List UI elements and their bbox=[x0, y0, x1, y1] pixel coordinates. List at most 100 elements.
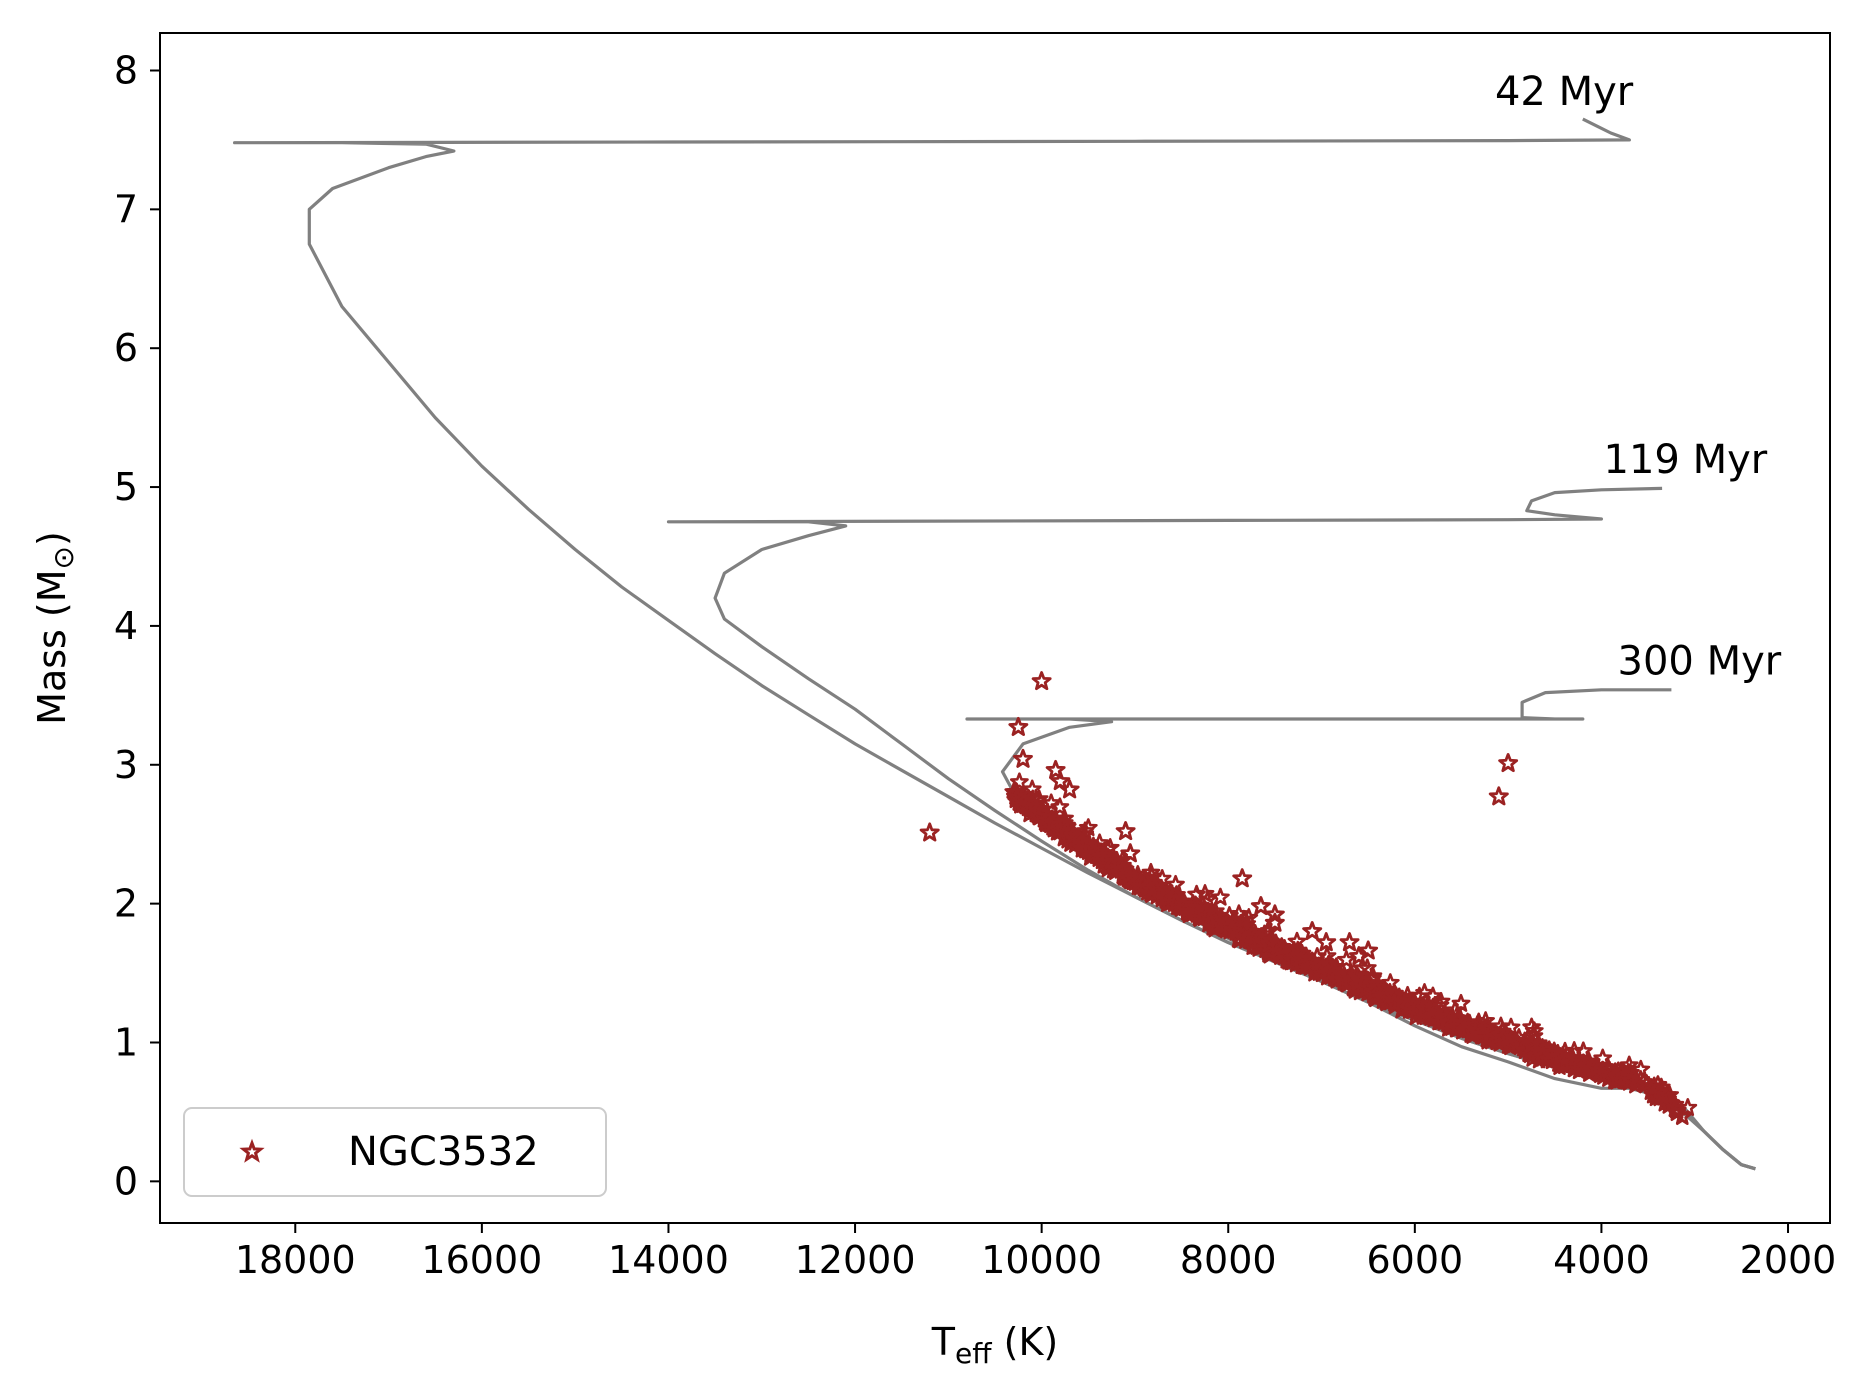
star-point bbox=[1156, 885, 1175, 904]
star-point bbox=[1120, 869, 1140, 888]
star-point bbox=[1041, 793, 1061, 812]
y-tick-label: 7 bbox=[114, 187, 138, 231]
star-point-outlier bbox=[1031, 671, 1052, 691]
star-point-outlier bbox=[1013, 748, 1033, 768]
isochrone-label-42: 42 Myr bbox=[1495, 69, 1634, 115]
star-point-outlier bbox=[919, 822, 940, 842]
star-point bbox=[1643, 1085, 1663, 1104]
star-point-outlier bbox=[1302, 921, 1323, 941]
axis-layer: 18000 16000 14000 12000 10000 8000 6000 4000 200… bbox=[114, 48, 1837, 1282]
star-point bbox=[1090, 833, 1109, 852]
star-point bbox=[1424, 1008, 1444, 1027]
legend: NGC3532 bbox=[183, 1107, 607, 1197]
star-point bbox=[1242, 925, 1262, 944]
x-axis-label-sub: eff bbox=[955, 1337, 992, 1370]
star-point bbox=[1621, 1071, 1641, 1089]
y-tick-label: 0 bbox=[114, 1159, 138, 1203]
star-point-outlier bbox=[1008, 716, 1029, 736]
y-tick-label: 1 bbox=[114, 1020, 138, 1064]
plot-frame bbox=[159, 32, 1831, 1224]
legend-box bbox=[183, 1107, 607, 1197]
star-point bbox=[1095, 851, 1114, 870]
star-point bbox=[1384, 993, 1404, 1012]
x-tick-label: 8000 bbox=[1180, 1238, 1277, 1282]
y-tick-label: 5 bbox=[114, 465, 138, 509]
star-point bbox=[1471, 1026, 1491, 1045]
star-point bbox=[1287, 931, 1307, 950]
star-point bbox=[1142, 866, 1162, 885]
star-point bbox=[1337, 950, 1356, 969]
star-point bbox=[1068, 827, 1088, 846]
star-point bbox=[1631, 1059, 1651, 1078]
star-point-outlier bbox=[1250, 896, 1271, 916]
star-point-outlier bbox=[1264, 904, 1285, 924]
star-point bbox=[1573, 1041, 1593, 1060]
star-point bbox=[1550, 1046, 1570, 1065]
x-tick-label: 10000 bbox=[981, 1238, 1102, 1282]
star-point bbox=[1384, 986, 1404, 1005]
star-point bbox=[1319, 963, 1338, 982]
star-point bbox=[1283, 950, 1302, 969]
star-point bbox=[1029, 807, 1049, 826]
star-point bbox=[1494, 1028, 1513, 1047]
star-point-outlier bbox=[1059, 779, 1080, 799]
star-point-outlier bbox=[1232, 868, 1253, 888]
star-point bbox=[1590, 1065, 1610, 1083]
star-point bbox=[1533, 1047, 1552, 1065]
star-point bbox=[1431, 991, 1451, 1010]
star-point bbox=[1522, 1017, 1541, 1036]
x-axis-label: Teff (K) bbox=[931, 1320, 1058, 1370]
star-point bbox=[1021, 796, 1041, 815]
star-point bbox=[1424, 1006, 1443, 1024]
star-scatter-layer bbox=[919, 671, 1698, 1125]
star-point bbox=[1174, 894, 1194, 913]
star-point-outlier bbox=[1115, 821, 1136, 841]
star-point bbox=[1206, 906, 1226, 925]
y-axis-label-main: Mass (M bbox=[30, 569, 74, 724]
star-point-outlier bbox=[1339, 932, 1360, 952]
plot-area bbox=[160, 33, 1830, 1223]
star-point-outlier bbox=[1498, 753, 1519, 773]
star-point bbox=[1611, 1063, 1631, 1082]
star-point-outlier bbox=[1264, 912, 1285, 932]
legend-star-marker bbox=[239, 1138, 265, 1163]
star-point bbox=[1198, 889, 1218, 908]
star-point bbox=[1400, 994, 1420, 1013]
y-tick-label: 6 bbox=[114, 326, 138, 370]
star-point bbox=[1357, 958, 1377, 977]
star-point bbox=[1145, 878, 1165, 897]
star-point bbox=[1205, 919, 1224, 938]
y-tick-label: 8 bbox=[114, 48, 138, 92]
y-axis-label: Mass (M⊙) bbox=[30, 531, 80, 725]
star-point bbox=[1234, 909, 1254, 928]
star-point bbox=[1415, 983, 1434, 1002]
star-point-outlier bbox=[1358, 940, 1379, 960]
y-tick-label: 3 bbox=[114, 743, 138, 787]
x-axis-label-main: T bbox=[931, 1320, 956, 1364]
y-tick-label: 2 bbox=[114, 882, 138, 926]
star-point bbox=[1259, 934, 1279, 953]
star-point bbox=[1454, 1020, 1474, 1039]
star-point-outlier bbox=[1050, 771, 1071, 791]
star-point bbox=[1094, 846, 1114, 865]
x-tick-label: 2000 bbox=[1740, 1238, 1837, 1282]
star-point bbox=[1451, 993, 1471, 1012]
x-tick-label: 16000 bbox=[421, 1238, 542, 1282]
star-point bbox=[1011, 790, 1031, 809]
star-point bbox=[1075, 836, 1095, 855]
y-axis-label-sub: ⊙ bbox=[47, 546, 80, 569]
star-point-outlier bbox=[1120, 843, 1141, 863]
star-point bbox=[1046, 811, 1066, 830]
y-tick-label: 4 bbox=[114, 604, 138, 648]
x-tick-label: 12000 bbox=[795, 1238, 916, 1282]
star-point bbox=[1211, 887, 1230, 906]
isochrone-label-119: 119 Myr bbox=[1604, 437, 1768, 483]
legend-label: NGC3532 bbox=[348, 1129, 539, 1175]
star-point bbox=[1350, 971, 1370, 990]
x-axis-label-unit: (K) bbox=[992, 1320, 1059, 1364]
star-point bbox=[1607, 1068, 1627, 1086]
star-point bbox=[1500, 1037, 1520, 1056]
star-point bbox=[1010, 772, 1029, 791]
